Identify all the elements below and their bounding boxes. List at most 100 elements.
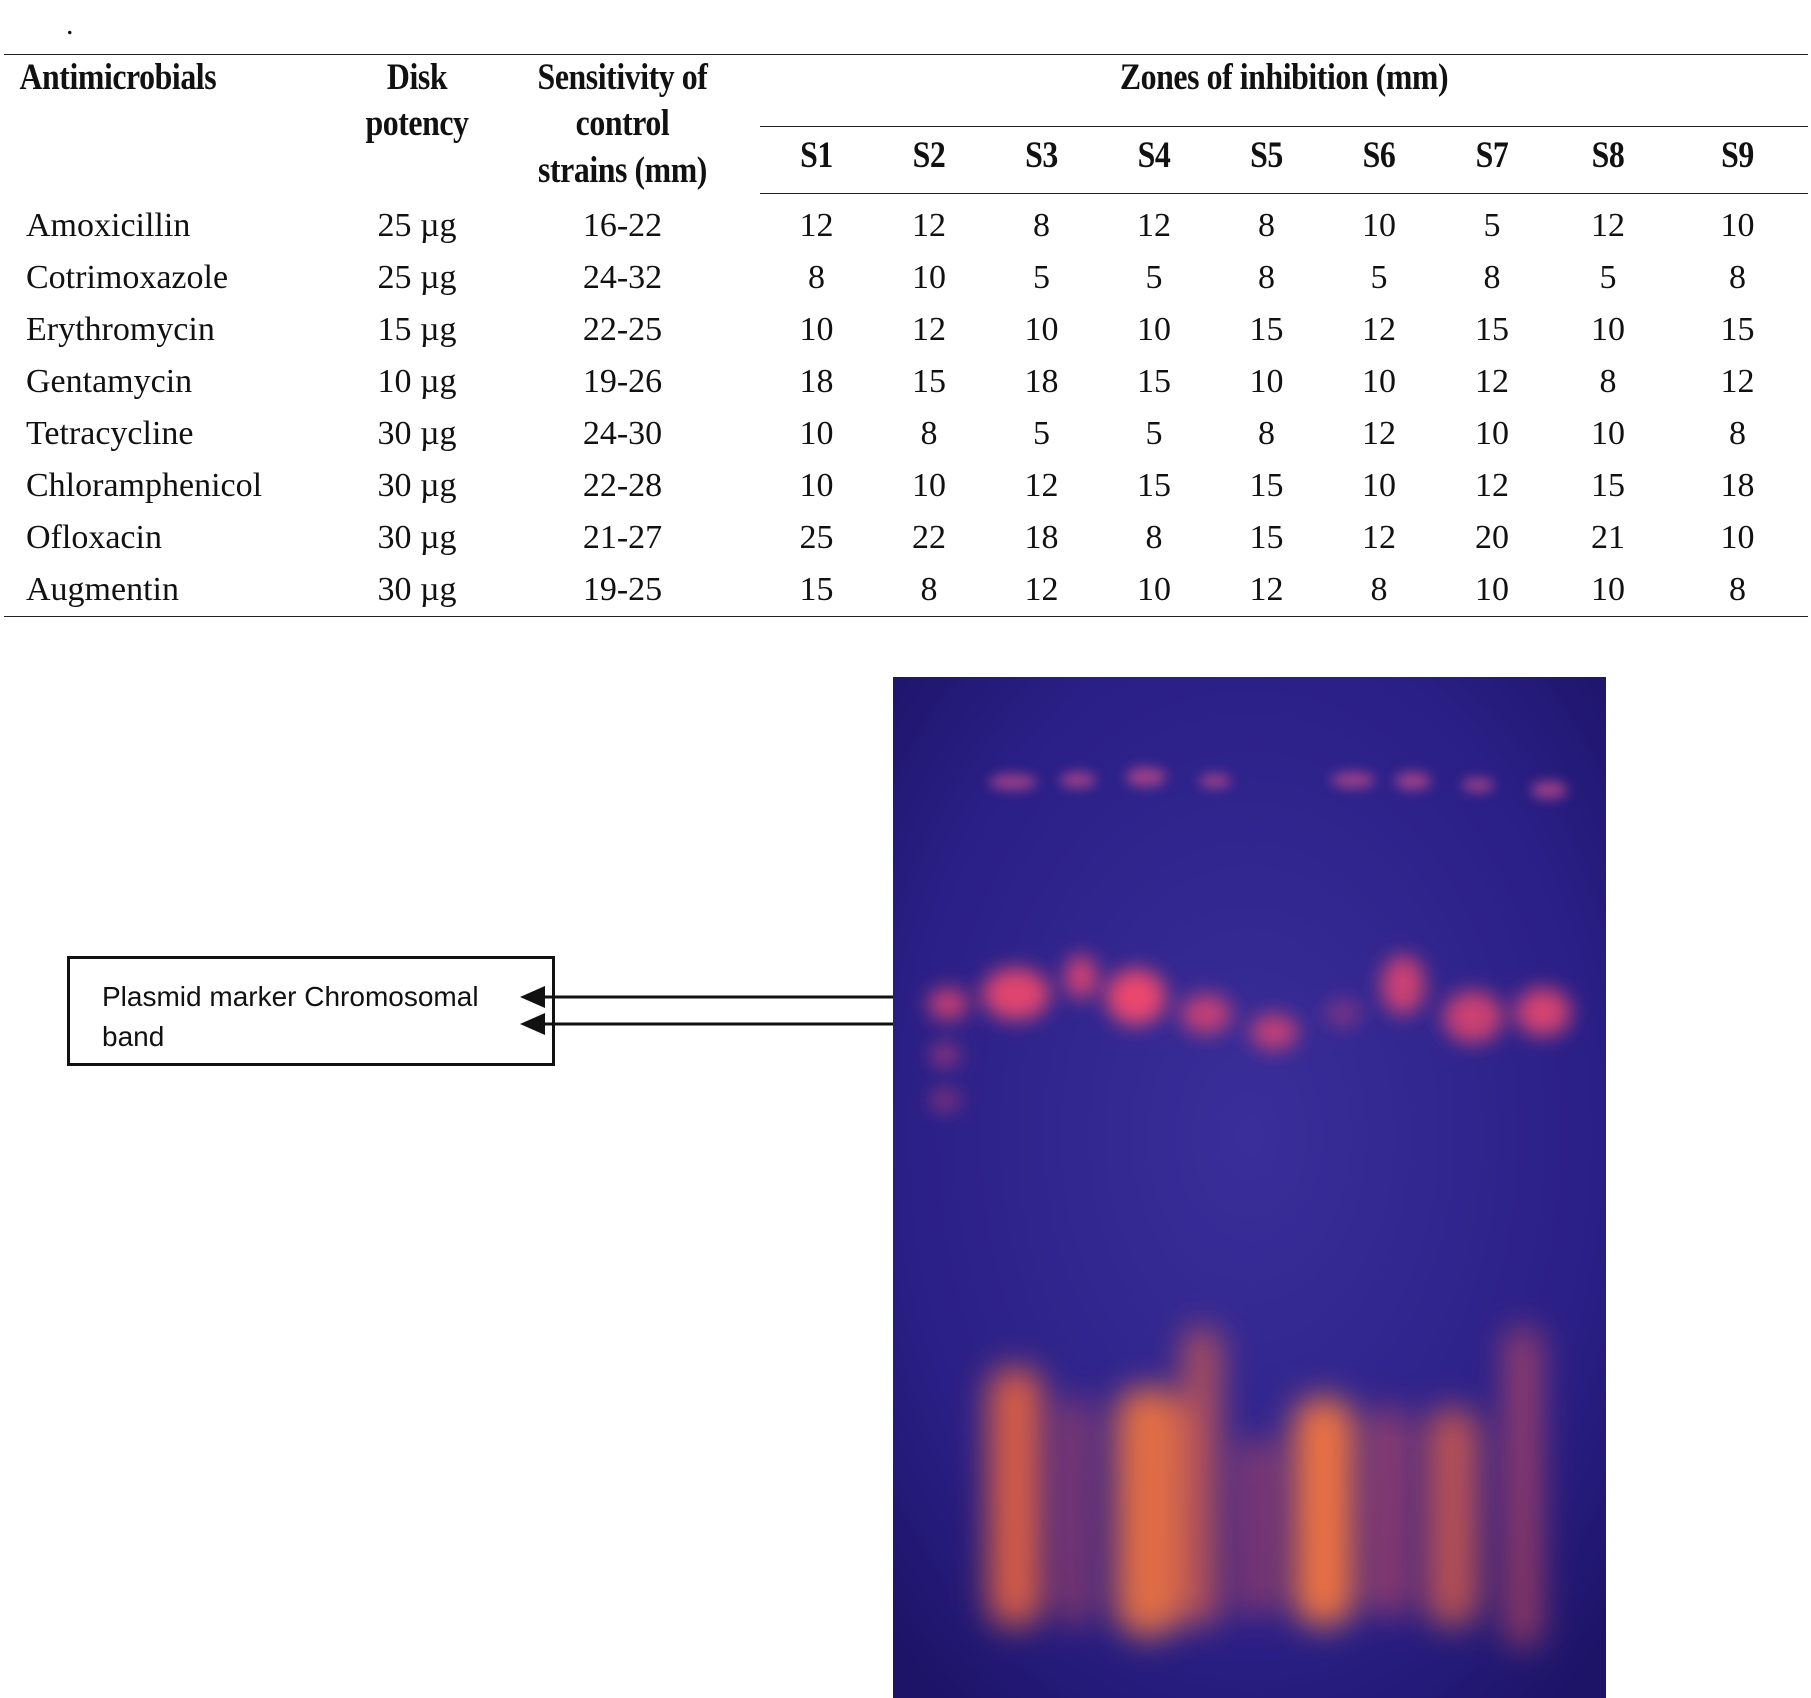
zone-cell-s2: 22: [912, 519, 946, 557]
zone-cell-s9: 18: [1720, 467, 1755, 505]
zone-cell-s8: 15: [1591, 467, 1625, 505]
zone-cell-s9: 8: [1729, 415, 1747, 453]
zone-cell-s9: 10: [1720, 207, 1755, 245]
header-strain-s2: S2: [880, 126, 978, 195]
disk-potency-cell: 10 µg: [377, 363, 457, 401]
zone-cell-s7: 15: [1475, 311, 1509, 349]
disk-potency-cell: 30 µg: [377, 415, 457, 453]
zone-cell-s7: 12: [1475, 467, 1509, 505]
zone-cell-s6: 10: [1362, 363, 1396, 401]
zone-cell-s5: 8: [1258, 259, 1275, 297]
header-strain-s1: S1: [767, 126, 866, 195]
zone-cell-s8: 10: [1591, 415, 1625, 453]
zone-cell-s2: 8: [920, 415, 938, 453]
table-body: Amoxicillin 25 µg 16-22 12 12 8 12 8 10 5 12 10 Cotr…: [4, 194, 1809, 618]
zone-cell-s4: 8: [1145, 519, 1163, 557]
header-strain-s8: S8: [1557, 126, 1659, 195]
antimicrobial-susceptibility-table: Antimicrobials Disk potency Sensitivity …: [4, 53, 1809, 618]
sensitivity-cell: 22-25: [582, 311, 663, 349]
disk-potency-cell: 30 µg: [377, 519, 457, 557]
zone-cell-s7: 5: [1483, 207, 1501, 245]
sensitivity-cell: 24-30: [582, 415, 663, 453]
zone-cell-s2: 10: [912, 259, 946, 297]
zone-cell-s5: 12: [1210, 564, 1323, 618]
sensitivity-cell: 24-32: [582, 259, 663, 297]
callout-label: Plasmid marker Chromosomal: [102, 981, 479, 1012]
zone-cell-s6: 12: [1362, 519, 1396, 557]
header-antimicrobials: Antimicrobials: [4, 53, 301, 194]
zone-cell-s8: 12: [1591, 207, 1625, 245]
zone-cell-s4: 12: [1137, 207, 1171, 245]
zone-cell-s8: 21: [1591, 519, 1625, 557]
gel-chromosomal-bands: [928, 955, 1571, 1109]
zone-cell-s5: 15: [1249, 467, 1284, 505]
zone-cell-s8: 10: [1549, 564, 1667, 618]
zone-cell-s3: 12: [985, 564, 1098, 618]
antimicrobial-name: Erythromycin: [26, 311, 215, 349]
zone-cell-s2: 8: [873, 564, 985, 618]
disk-potency-cell: 15 µg: [377, 311, 457, 349]
zone-cell-s7: 20: [1475, 519, 1509, 557]
zone-cell-s1: 25: [799, 519, 834, 557]
sensitivity-cell: 21-27: [582, 519, 663, 557]
zone-cell-s5: 8: [1258, 415, 1275, 453]
zone-cell-s9: 15: [1720, 311, 1755, 349]
zone-cell-s7: 8: [1483, 259, 1501, 297]
table-row: Cotrimoxazole 25 µg 24-32 8 10 5 5 8 5 8 5 8: [4, 252, 1808, 304]
header-strain-s3: S3: [992, 126, 1091, 195]
zone-cell-s4: 5: [1145, 259, 1163, 297]
table-row: Augmentin 30 µg 19-25 15 8 12 10 12 8 10 10 8: [4, 564, 1809, 618]
zone-cell-s4: 10: [1137, 311, 1171, 349]
zone-cell-s2: 12: [912, 311, 946, 349]
sensitivity-cell: 19-26: [582, 363, 663, 401]
zone-cell-s6: 10: [1362, 207, 1396, 245]
zone-cell-s3: 12: [1024, 467, 1059, 505]
table-row: Gentamycin 10 µg 19-26 18 15 18 15 10 10 12 8 12: [4, 356, 1808, 408]
zone-cell-s9: 12: [1720, 363, 1755, 401]
top-mark: .: [66, 8, 74, 41]
zone-cell-s1: 10: [799, 467, 834, 505]
sensitivity-cell: 16-22: [582, 207, 663, 244]
table-row: Amoxicillin 25 µg 16-22 12 12 8 12 8 10 5 12 10: [4, 194, 1808, 253]
zone-cell-s6: 12: [1362, 311, 1396, 349]
zone-cell-s6: 8: [1323, 564, 1435, 618]
header-zones-of-inhibition: Zones of inhibition (mm): [833, 53, 1735, 128]
zone-cell-s4: 15: [1137, 467, 1171, 505]
header-strain-s4: S4: [1105, 126, 1203, 195]
zone-cell-s3: 10: [1024, 311, 1059, 349]
antimicrobial-name: Amoxicillin: [26, 207, 191, 244]
zone-cell-s9: 8: [1729, 259, 1747, 297]
zone-cell-s5: 15: [1249, 519, 1284, 557]
zone-cell-s1: 10: [799, 311, 834, 349]
zone-cell-s7: 12: [1475, 363, 1509, 401]
antimicrobial-name: Tetracycline: [26, 415, 194, 453]
zone-cell-s2: 10: [912, 467, 946, 505]
zone-cell-s5: 15: [1249, 311, 1284, 349]
gel-photo: [893, 677, 1606, 1698]
table-row: Chloramphenicol 30 µg 22-28 10 10 12 15 15 10 12 1…: [4, 460, 1808, 512]
header-strain-s6: S6: [1330, 126, 1428, 195]
zone-cell-s1: 8: [808, 259, 825, 297]
zone-cell-s3: 5: [1033, 259, 1050, 297]
zone-cell-s1: 12: [799, 207, 834, 245]
sensitivity-cell: 19-25: [485, 564, 760, 618]
antimicrobial-name: Cotrimoxazole: [26, 259, 229, 297]
zone-cell-s8: 10: [1591, 311, 1625, 349]
zone-cell-s7: 10: [1435, 564, 1549, 618]
header-sensitivity: Sensitivity of control strains (mm): [504, 53, 741, 194]
zone-cell-s5: 8: [1258, 207, 1275, 245]
zone-cell-s9: 8: [1667, 564, 1809, 618]
antimicrobial-name: Augmentin: [4, 564, 349, 618]
table-row: Erythromycin 15 µg 22-25 10 12 10 10 15 12 15 10 15: [4, 304, 1808, 356]
zone-cell-s4: 10: [1098, 564, 1210, 618]
disk-potency-cell: 25 µg: [377, 259, 457, 297]
gel-plasmid-smears: [988, 1327, 1541, 1647]
gel-electrophoresis-image: [893, 677, 1606, 1698]
zone-cell-s1: 15: [760, 564, 873, 618]
disk-potency-cell: 30 µg: [349, 564, 485, 618]
zone-cell-s4: 15: [1137, 363, 1171, 401]
zone-cell-s3: 5: [1033, 415, 1050, 453]
zone-cell-s1: 10: [799, 415, 834, 453]
antimicrobial-name: Gentamycin: [26, 363, 193, 401]
header-strain-s7: S7: [1442, 126, 1542, 195]
